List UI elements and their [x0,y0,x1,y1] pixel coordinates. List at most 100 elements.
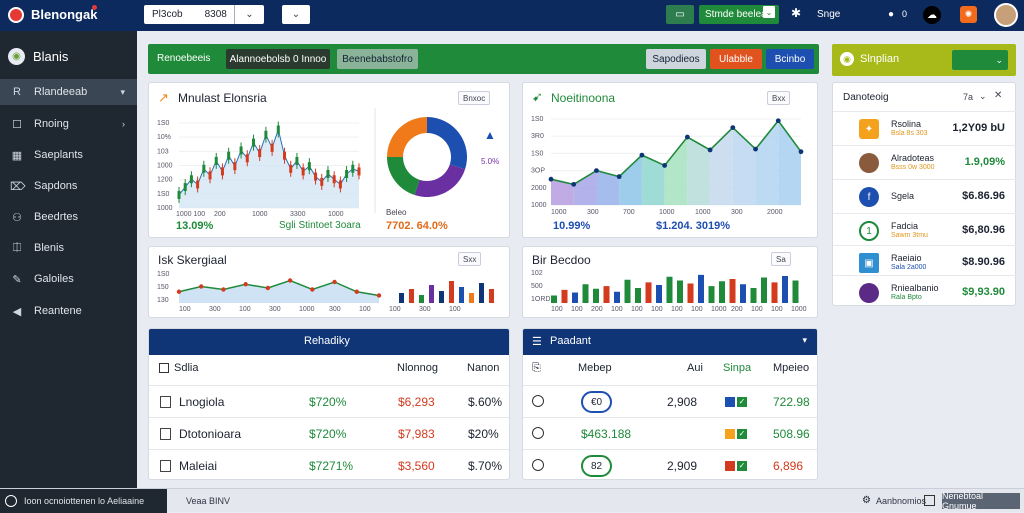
bar [771,282,778,303]
cloud-icon[interactable]: ☁ [923,6,941,24]
settings-icon[interactable]: ✱ [791,6,802,20]
table-row[interactable]: Dtotonioara $720% $7,983 $20% [149,417,509,449]
user-label[interactable]: Snge [817,9,841,20]
candle [177,190,181,199]
pie-legend-value: 5.0% [481,157,500,166]
item-sub: Bsss 0w 3000 [891,164,935,171]
card-menu-label: Sa [776,254,786,264]
area-segment [596,170,620,205]
sidebar-item-options[interactable]: ⌦ Sapdons [0,173,137,199]
radio-button[interactable] [532,427,544,439]
col-header[interactable]: Aui [687,362,703,374]
chevron-down-icon[interactable]: ▾ [802,335,807,345]
table-row[interactable]: $463.188 ✓ 508.96 [523,417,817,449]
y-tick-label: 1S0 [157,191,170,198]
trend-up-icon: ➹ [532,89,543,104]
radio-button[interactable] [532,395,544,407]
y-tick-label: 10% [157,134,171,141]
filter-dropdown-button[interactable]: ⌄ [282,5,310,24]
bcinbo-button[interactable]: Bcinbo [766,49,814,69]
list-item[interactable]: 1 Fadcia Sawm 3tmu $6,80.96 [833,213,1017,245]
col-header[interactable]: Nanon [467,362,500,374]
avatar[interactable] [994,3,1018,27]
sidebar-item-galleries[interactable]: ✎ Galoiles [0,266,137,292]
pie-slice [387,157,420,196]
x-tick-label: 100 [571,306,583,313]
close-icon[interactable]: ✕ [994,90,1003,101]
list-title: Danoteoig [843,92,889,103]
col-header[interactable]: Mebep [578,362,612,374]
chevron-down-icon: ⌄ [979,91,987,101]
check-icon[interactable]: ✓ [737,461,747,471]
card-menu-button[interactable]: Bxx [767,91,791,105]
check-icon[interactable]: ✓ [737,397,747,407]
check-icon[interactable]: ✓ [737,429,747,439]
candle [320,177,324,186]
list-item[interactable]: ✦ Rsolina Bsla 8s 303 1,2Y09 bU [833,111,1017,143]
page-title: Renoebeeis [157,53,211,64]
table-row[interactable]: €0 2,908 ✓ 722.98 [523,385,817,417]
tab-overview[interactable]: Alannoebolsb 0 Innoo [226,49,330,69]
rss-icon[interactable]: ✺ [960,6,977,23]
window-icon[interactable] [924,495,935,506]
period-select[interactable]: Pl3cob 8308 ⌄ [144,5,264,24]
table-activity: Rehadiky Sdlia Nlonnog Nanon Lnogiola $7… [148,328,510,480]
x-tick-label: 1000 [659,209,675,216]
right-panel-dropdown[interactable]: ⌄ [952,50,1008,70]
area-segment [778,120,801,205]
list-item[interactable]: Rniealbanio Rala Bpto $9,93.90 [833,275,1017,306]
sidebar-item-lists[interactable]: ⎅ Blenis [0,235,137,261]
col-header[interactable]: Sinpa [723,362,752,374]
table-row[interactable]: Maleiai $7271% $3,560 $.70% [149,449,509,479]
ulabble-button[interactable]: Ulabble [710,49,762,69]
sapodieos-button[interactable]: Sapodieos [646,49,706,69]
card-menu-button[interactable]: Sxx [458,252,482,266]
col-header[interactable]: Nlonnog [397,362,438,374]
card-menu-button[interactable]: Sa [771,252,791,266]
row-v2: 508.96 [773,427,810,441]
tab-benchmarks[interactable]: Beenebabstofro [337,49,418,69]
x-tick-label: 1000 [299,306,315,313]
candle [239,146,243,155]
bar [469,293,474,303]
data-point [707,147,713,153]
chevron-down-icon: ▾ [120,86,125,97]
sidebar-item-reporting[interactable]: ☐ Rnoing › [0,111,137,137]
data-point [594,168,599,173]
settings-icon[interactable]: ⚙ [862,495,871,506]
header-bar: Renoebeeis Alannoebolsb 0 Innoo Beenebab… [148,44,819,74]
list-item[interactable]: ▣ Raeiaio Sala 2a000 $8.90.96 [833,245,1017,277]
sidebar-item-dashboard[interactable]: R Rlandeeab ▾ [0,79,137,105]
table-row[interactable]: 82 2,909 ✓ 6,896 [523,449,817,479]
table-header: ☰ Paadant ▾ [523,329,817,355]
col-header[interactable]: Mpeieo [773,362,810,374]
item-name: Fadcia [891,221,919,231]
area-segment [641,155,665,205]
list-filter[interactable]: 7a [963,92,974,102]
candle [245,154,249,163]
list-item[interactable]: Alradoteas Bsss 0w 3000 1.9,09% [833,145,1017,177]
status-select-button[interactable]: Stmde beelea ⌄ [699,5,779,24]
data-point [332,279,337,285]
sidebar-item-boards[interactable]: ⚇ Beedrtes [0,204,137,230]
card-isk-skergiaal: Isk Skergiaal Sxx 1S0 150 130 100 300 100 300 1… [148,246,510,318]
puzzle-icon: ✦ [859,119,879,139]
table-row[interactable]: Lnogiola $720% $6,293 $.60% [149,385,509,417]
sidebar-item-reports[interactable]: ◀ Reantene [0,298,137,324]
select-all-checkbox[interactable] [159,363,169,373]
bar [645,282,652,303]
bar [593,288,599,303]
col-header[interactable]: Sdlia [174,362,199,374]
footer-action-button[interactable]: Nenebtoal Gnumue [942,491,1020,511]
radio-button[interactable] [532,459,544,471]
tab-benchmarks-label: Beenebabstofro [342,53,413,65]
list-item[interactable]: f Sgela $6.86.96 [833,179,1017,211]
help-icon[interactable]: ● [888,9,895,20]
sidebar-item-samples[interactable]: ▦ Saeplants [0,142,137,168]
color-swatch [725,429,735,439]
footer-right-text[interactable]: Aanbnomios [876,496,927,506]
candle [251,138,255,147]
calendar-button[interactable]: ▭ [666,5,694,24]
card-menu-button[interactable]: Bnxoc [458,91,491,105]
row-v2: 722.98 [773,395,810,409]
